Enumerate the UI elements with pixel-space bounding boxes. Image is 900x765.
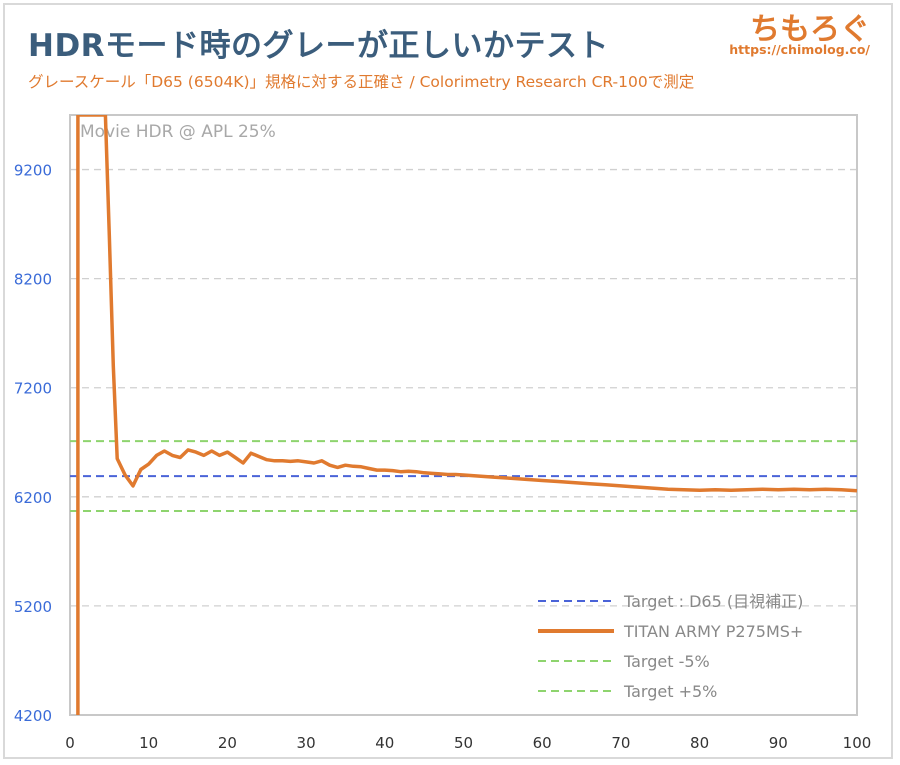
x-tick-label: 60 <box>533 734 552 752</box>
chart-annotation: Movie HDR @ APL 25% <box>80 122 276 142</box>
chart-frame <box>3 3 893 759</box>
legend-label: Target -5% <box>623 652 710 671</box>
x-tick-label: 30 <box>297 734 316 752</box>
x-tick-label: 50 <box>454 734 473 752</box>
legend-label: TITAN ARMY P275MS+ <box>623 622 803 641</box>
x-tick-label: 20 <box>218 734 237 752</box>
y-tick-label: 6200 <box>14 489 52 507</box>
x-tick-label: 40 <box>375 734 394 752</box>
legend-label: Target +5% <box>623 682 717 701</box>
y-tick-label: 9200 <box>14 162 52 180</box>
y-tick-label: 7200 <box>14 380 52 398</box>
y-tick-label: 5200 <box>14 598 52 616</box>
x-tick-label: 90 <box>769 734 788 752</box>
y-tick-label: 8200 <box>14 271 52 289</box>
legend-label: Target : D65 (目視補正) <box>623 592 803 611</box>
x-tick-label: 100 <box>843 734 872 752</box>
site-url: https://chimolog.co/ <box>729 42 870 57</box>
x-tick-label: 80 <box>690 734 709 752</box>
x-tick-label: 10 <box>139 734 158 752</box>
series-line <box>76 115 857 715</box>
x-tick-label: 70 <box>611 734 630 752</box>
y-tick-label: 4200 <box>14 707 52 725</box>
plot-area <box>69 114 858 716</box>
page-title: HDRモード時のグレーが正しいかテスト <box>28 28 610 64</box>
site-logo: ちもろぐ <box>750 12 870 47</box>
page-subtitle: グレースケール「D65 (6504K)」規格に対する正確さ / Colorime… <box>28 73 695 91</box>
x-tick-label: 0 <box>65 734 75 752</box>
